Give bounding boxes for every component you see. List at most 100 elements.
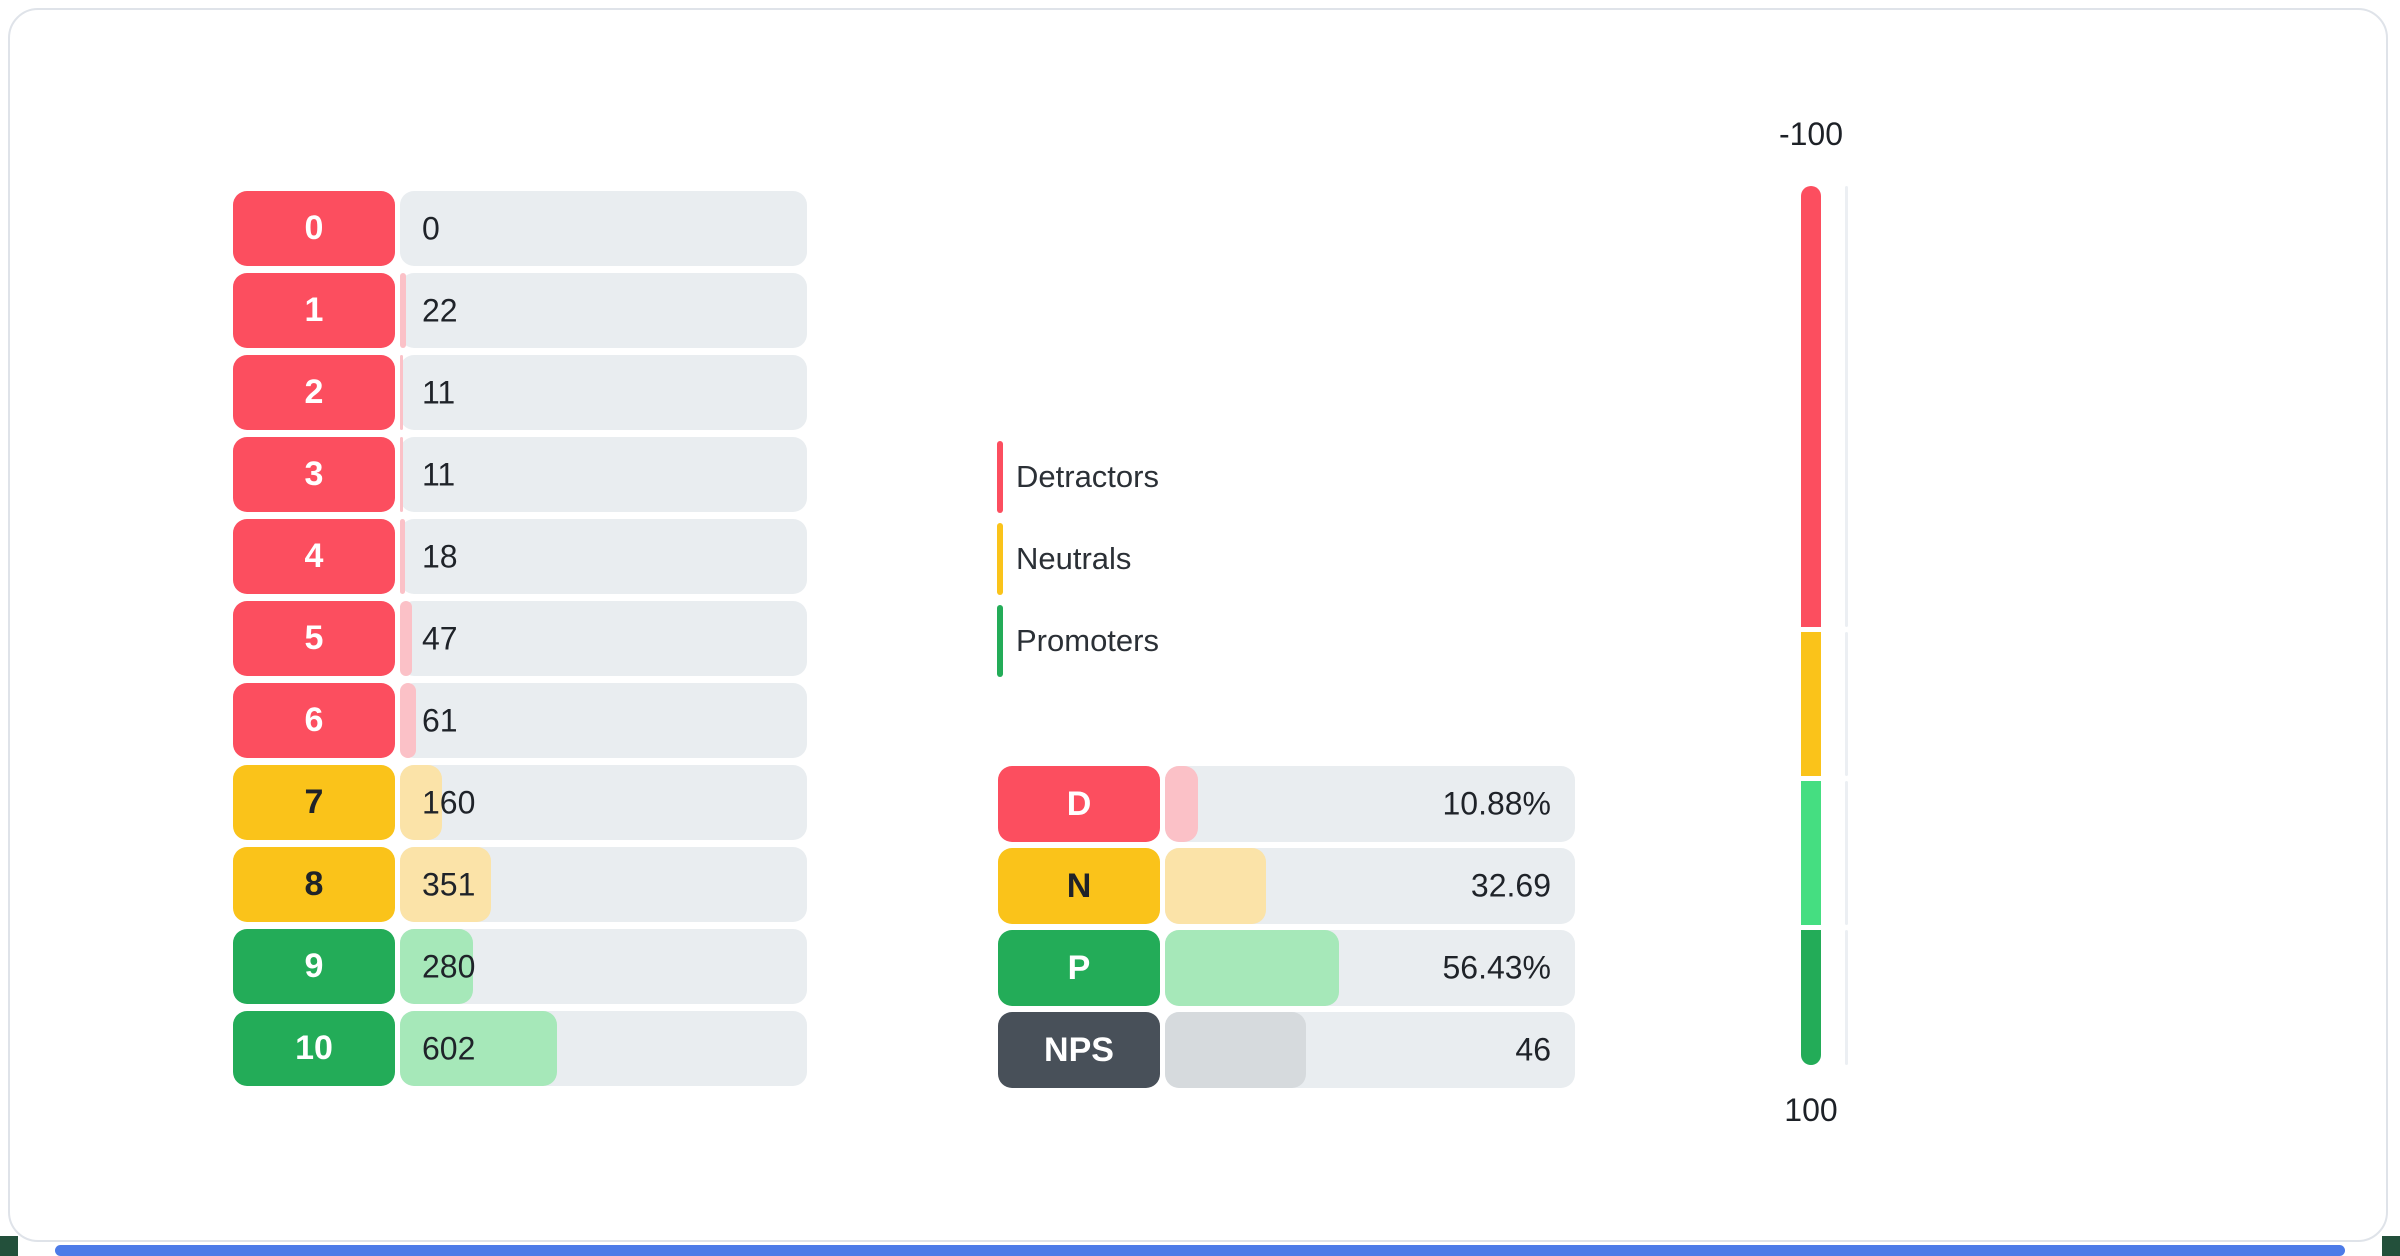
summary-track: 10.88% <box>1165 766 1575 842</box>
score-track: 351 <box>400 847 807 922</box>
legend-label: Detractors <box>1016 459 1159 494</box>
gauge-axis-segment <box>1845 781 1848 925</box>
score-track: 11 <box>400 355 807 430</box>
legend-item: Neutrals <box>997 523 1159 595</box>
summary-bar-fill <box>1165 930 1339 1006</box>
score-bar-fill <box>400 519 405 594</box>
score-count: 11 <box>422 456 456 492</box>
legend-color-bar <box>997 605 1003 677</box>
legend-label: Promoters <box>1016 623 1159 658</box>
score-track: 280 <box>400 929 807 1004</box>
legend: Detractors Neutrals Promoters <box>997 441 1159 687</box>
score-label: 0 <box>233 191 395 266</box>
score-row: 3 11 <box>233 437 807 512</box>
score-count: 11 <box>422 374 456 410</box>
score-track: 160 <box>400 765 807 840</box>
summary-label: D <box>998 766 1160 842</box>
gauge-zone-segment <box>1801 930 1821 1065</box>
score-track: 22 <box>400 273 807 348</box>
score-label: 6 <box>233 683 395 758</box>
nps-summary-chart: D 10.88% N 32.69 P 56.43% <box>998 766 1575 1094</box>
summary-label: P <box>998 930 1160 1006</box>
score-bar-fill <box>400 929 473 1004</box>
corner-speck-right <box>2382 1236 2400 1256</box>
summary-label: NPS <box>998 1012 1160 1088</box>
score-count: 0 <box>422 210 440 246</box>
nps-gauge-axis-line <box>1845 186 1848 1065</box>
score-label: 2 <box>233 355 395 430</box>
score-count: 18 <box>422 538 458 574</box>
nps-gauge-bar <box>1801 186 1821 1065</box>
score-count: 47 <box>422 620 458 656</box>
gauge-zone-segment <box>1801 781 1821 925</box>
summary-value: 10.88% <box>1442 785 1551 822</box>
score-label: 3 <box>233 437 395 512</box>
score-bar-fill <box>400 273 406 348</box>
summary-track: 46 <box>1165 1012 1575 1088</box>
score-track: 602 <box>400 1011 807 1086</box>
score-label: 4 <box>233 519 395 594</box>
summary-value: 32.69 <box>1470 867 1551 904</box>
score-track: 11 <box>400 437 807 512</box>
legend-color-bar <box>997 523 1003 595</box>
summary-value: 56.43% <box>1442 949 1551 986</box>
summary-bar-fill <box>1165 1012 1307 1088</box>
gauge-zone-segment <box>1801 632 1821 776</box>
summary-row: D 10.88% <box>998 766 1575 842</box>
score-bar-fill <box>400 1011 557 1086</box>
score-row: 10 602 <box>233 1011 807 1086</box>
summary-track: 56.43% <box>1165 930 1575 1006</box>
gauge-zone-segment <box>1801 186 1821 627</box>
summary-row: N 32.69 <box>998 848 1575 924</box>
score-distribution-chart: 0 0 1 22 2 11 <box>233 191 807 1093</box>
score-row: 4 18 <box>233 519 807 594</box>
score-count: 280 <box>422 948 476 984</box>
gauge-axis-segment <box>1845 930 1848 1065</box>
score-row: 1 22 <box>233 273 807 348</box>
gauge-min-label: 100 <box>1784 1092 1838 1128</box>
corner-speck-left <box>0 1236 18 1256</box>
score-row: 0 0 <box>233 191 807 266</box>
score-row: 6 61 <box>233 683 807 758</box>
score-count: 61 <box>422 702 458 738</box>
summary-track: 32.69 <box>1165 848 1575 924</box>
score-count: 22 <box>422 292 458 328</box>
score-bar-fill <box>400 683 416 758</box>
score-bar-fill <box>400 601 413 676</box>
bottom-accent-strip <box>55 1245 2345 1256</box>
score-track: 18 <box>400 519 807 594</box>
score-track: 61 <box>400 683 807 758</box>
summary-bar-fill <box>1165 766 1199 842</box>
legend-item: Promoters <box>997 605 1159 677</box>
gauge-max-label: -100 <box>1778 116 1844 152</box>
score-bar-fill <box>400 847 492 922</box>
score-track: 0 <box>400 191 807 266</box>
score-row: 5 47 <box>233 601 807 676</box>
score-row: 9 280 <box>233 929 807 1004</box>
summary-label: N <box>998 848 1160 924</box>
score-label: 5 <box>233 601 395 676</box>
gauge-axis-segment <box>1845 186 1848 627</box>
summary-bar-fill <box>1165 848 1266 924</box>
score-bar-fill <box>400 437 403 512</box>
score-bar-fill <box>400 765 442 840</box>
score-count: 602 <box>422 1030 476 1066</box>
score-count: 160 <box>422 784 476 820</box>
score-count: 351 <box>422 866 476 902</box>
score-track: 47 <box>400 601 807 676</box>
score-label: 1 <box>233 273 395 348</box>
summary-row: P 56.43% <box>998 930 1575 1006</box>
score-bar-fill <box>400 355 403 430</box>
score-label: 10 <box>233 1011 395 1086</box>
legend-color-bar <box>997 441 1003 513</box>
score-row: 8 351 <box>233 847 807 922</box>
score-label: 9 <box>233 929 395 1004</box>
legend-item: Detractors <box>997 441 1159 513</box>
score-row: 7 160 <box>233 765 807 840</box>
gauge-axis-segment <box>1845 632 1848 776</box>
legend-label: Neutrals <box>1016 541 1132 576</box>
summary-value: 46 <box>1515 1031 1551 1068</box>
score-label: 7 <box>233 765 395 840</box>
summary-row: NPS 46 <box>998 1012 1575 1088</box>
